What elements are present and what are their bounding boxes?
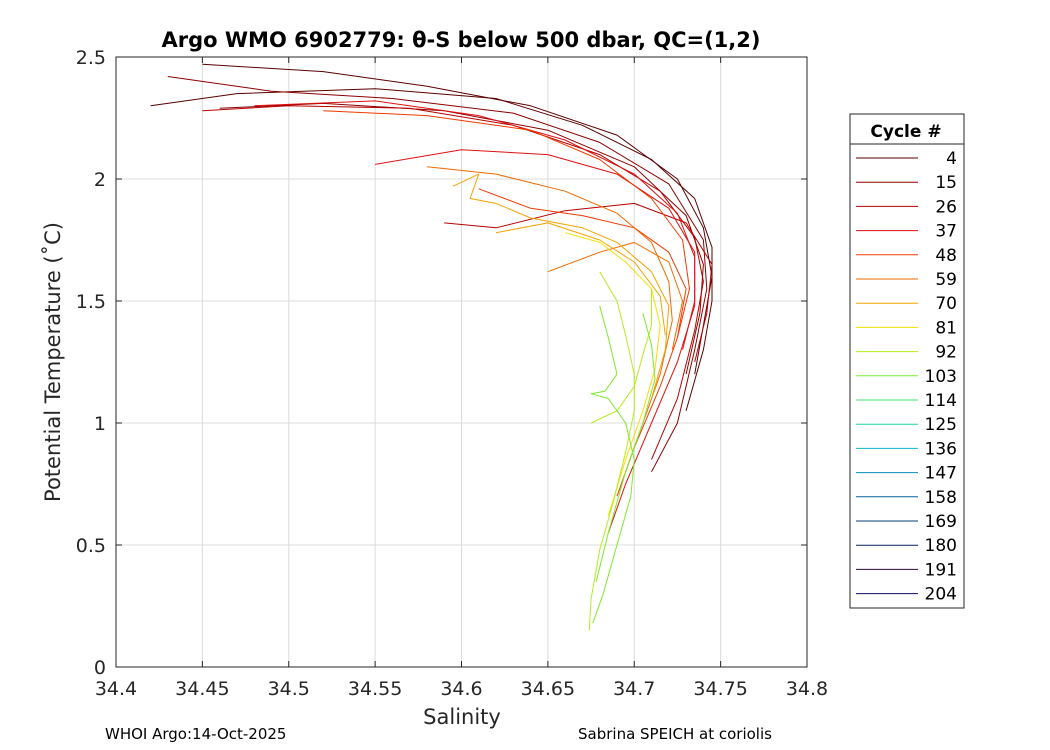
x-tick-label: 34.4	[95, 678, 137, 700]
x-tick-label: 34.6	[440, 678, 482, 700]
legend: Cycle # 4 15 26 37 48 59 70 81 92 103 114 125 136 147…	[849, 113, 965, 609]
y-tick-label: 0.5	[76, 535, 106, 557]
series-line	[150, 88, 713, 411]
legend-entries: 4 15 26 37 48 59 70 81 92 103 114 125 136 147 158 169 18…	[856, 149, 957, 605]
x-tick-label: 34.75	[693, 678, 747, 700]
legend-label: 70	[935, 294, 957, 314]
legend-label: 169	[925, 512, 957, 532]
legend-label: 204	[925, 585, 957, 605]
series-line	[426, 166, 673, 472]
x-tick-label: 34.5	[268, 678, 310, 700]
x-tick-label: 34.8	[786, 678, 828, 700]
series-line	[590, 305, 635, 624]
legend-label: 81	[935, 318, 957, 338]
legend-label: 180	[925, 536, 957, 556]
legend-label: 59	[935, 270, 957, 290]
legend-label: 191	[925, 560, 957, 580]
series-line	[588, 271, 635, 631]
footer-right-credit: Sabrina SPEICH at coriolis	[578, 725, 772, 743]
series-line	[495, 222, 666, 336]
y-axis-label: Potential Temperature (˚C)	[41, 222, 65, 502]
chart-title: Argo WMO 6902779: θ-S below 500 dbar, QC…	[162, 28, 761, 52]
legend-label: 147	[925, 464, 957, 484]
series-line	[547, 241, 684, 350]
legend-label: 136	[925, 439, 957, 459]
legend-box	[849, 113, 965, 609]
series-line	[590, 288, 652, 424]
legend-label: 15	[935, 173, 957, 193]
legend-label: 26	[935, 197, 957, 217]
series-line	[444, 202, 713, 363]
x-tick-label: 34.7	[613, 678, 655, 700]
y-tick-label: 2.5	[76, 47, 106, 69]
legend-label: 37	[935, 222, 957, 242]
series-line	[202, 63, 713, 375]
series-line	[323, 110, 690, 497]
axis-ticks: 34.4 34.45 34.5 34.55 34.6 34.65 34.7 34.75 34.8…	[76, 47, 828, 700]
series-line	[595, 313, 656, 582]
x-tick-label: 34.65	[521, 678, 575, 700]
legend-label: 103	[925, 367, 957, 387]
grid	[116, 57, 807, 667]
x-tick-label: 34.55	[348, 678, 402, 700]
series-line	[167, 76, 708, 473]
y-tick-label: 2	[94, 169, 106, 191]
series-line	[452, 173, 670, 399]
legend-label: 114	[925, 391, 957, 411]
legend-label: 125	[925, 415, 957, 435]
legend-title: Cycle #	[870, 122, 941, 142]
legend-label: 92	[935, 343, 957, 363]
series-line	[375, 149, 696, 350]
legend-label: 48	[935, 246, 957, 266]
data-series	[150, 63, 713, 631]
y-tick-label: 0	[94, 657, 106, 679]
series-line	[564, 232, 661, 516]
x-tick-label: 34.45	[175, 678, 229, 700]
legend-label: 4	[946, 149, 957, 169]
y-tick-label: 1.5	[76, 291, 106, 313]
footer-left-credit: WHOI Argo:14-Oct-2025	[105, 725, 287, 743]
x-axis-label: Salinity	[423, 705, 501, 729]
y-tick-label: 1	[94, 413, 106, 435]
legend-label: 158	[925, 488, 957, 508]
series-line	[202, 105, 704, 460]
series-line	[254, 100, 696, 533]
